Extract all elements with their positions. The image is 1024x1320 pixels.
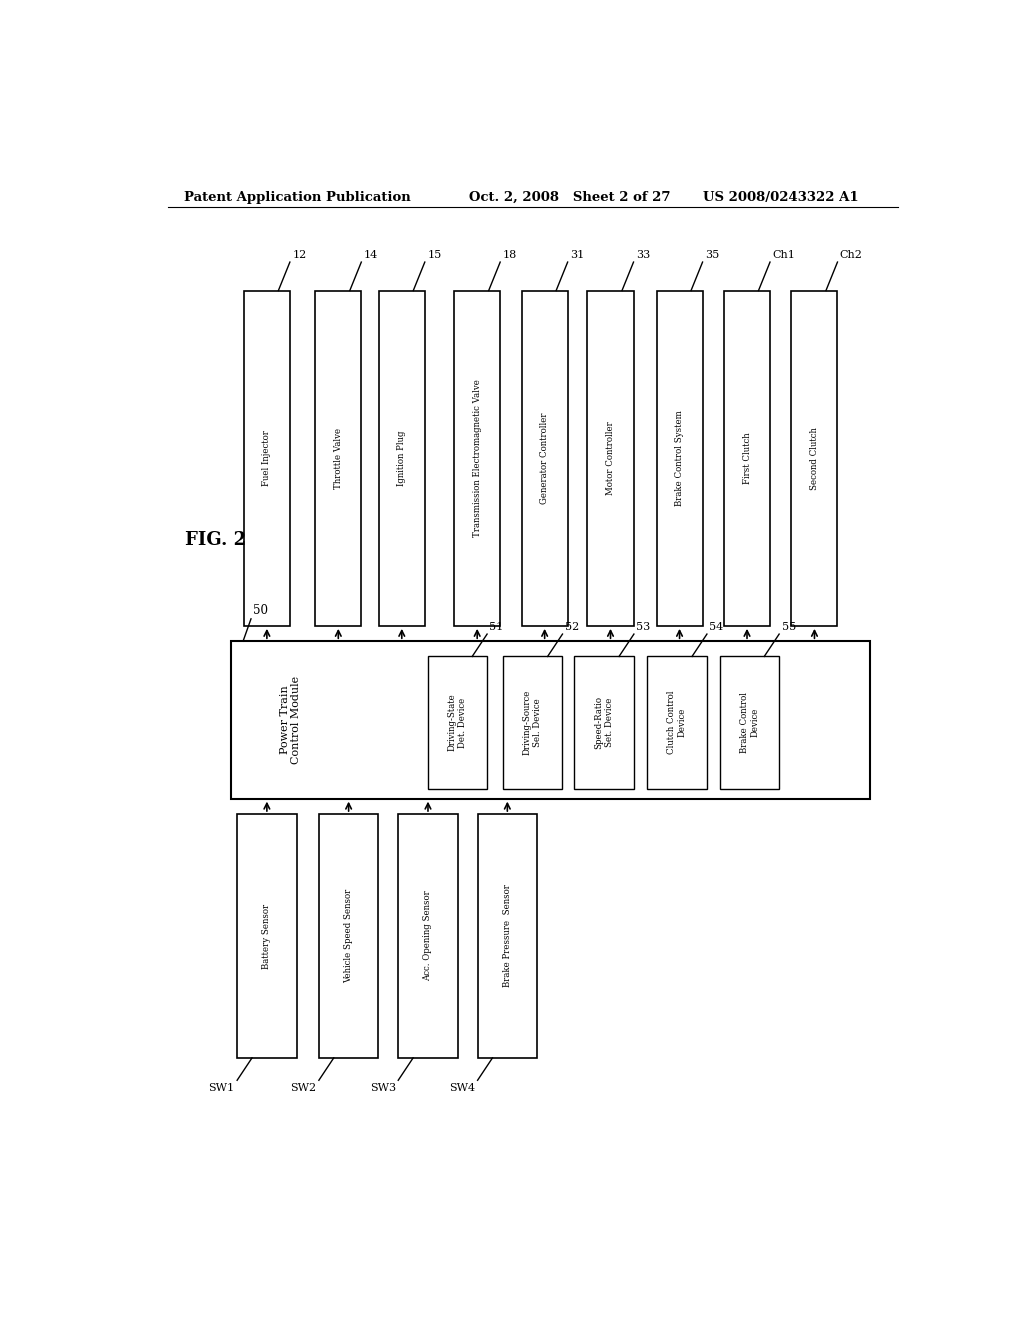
- Bar: [318, 814, 379, 1057]
- Bar: [238, 814, 297, 1057]
- Text: Fuel Injector: Fuel Injector: [262, 430, 271, 486]
- Text: Driving-State
Det. Device: Driving-State Det. Device: [447, 693, 467, 751]
- Text: 52: 52: [565, 622, 580, 632]
- Text: 55: 55: [781, 622, 796, 632]
- Bar: [244, 290, 290, 626]
- Bar: [647, 656, 707, 788]
- Text: 18: 18: [503, 249, 517, 260]
- Text: 31: 31: [570, 249, 585, 260]
- Text: First Clutch: First Clutch: [742, 433, 752, 484]
- Text: SW3: SW3: [370, 1084, 396, 1093]
- Bar: [455, 290, 500, 626]
- Text: Generator Controller: Generator Controller: [540, 412, 549, 504]
- Text: Throttle Valve: Throttle Valve: [334, 428, 343, 488]
- Bar: [398, 814, 458, 1057]
- Text: 53: 53: [636, 622, 650, 632]
- Bar: [588, 290, 634, 626]
- Text: Clutch Control
Device: Clutch Control Device: [668, 690, 687, 754]
- Bar: [231, 642, 870, 799]
- Bar: [315, 290, 361, 626]
- Text: 35: 35: [705, 249, 719, 260]
- Text: Patent Application Publication: Patent Application Publication: [183, 190, 411, 203]
- Text: Acc. Opening Sensor: Acc. Opening Sensor: [424, 891, 432, 981]
- Text: Driving-Source
Sel. Device: Driving-Source Sel. Device: [523, 690, 543, 755]
- Text: Ch2: Ch2: [840, 249, 863, 260]
- Text: SW2: SW2: [291, 1084, 316, 1093]
- Text: Brake Pressure  Sensor: Brake Pressure Sensor: [503, 884, 512, 987]
- Text: 50: 50: [253, 603, 268, 616]
- Bar: [574, 656, 634, 788]
- Bar: [792, 290, 838, 626]
- Bar: [720, 656, 779, 788]
- Text: US 2008/0243322 A1: US 2008/0243322 A1: [703, 190, 859, 203]
- Text: 14: 14: [364, 249, 378, 260]
- Text: Transmission Electromagnetic Valve: Transmission Electromagnetic Valve: [473, 379, 481, 537]
- Bar: [656, 290, 702, 626]
- Text: Brake Control
Device: Brake Control Device: [739, 692, 759, 752]
- Bar: [428, 656, 487, 788]
- Bar: [521, 290, 567, 626]
- Text: 12: 12: [292, 249, 306, 260]
- Text: Brake Control System: Brake Control System: [675, 411, 684, 506]
- Bar: [724, 290, 770, 626]
- Text: Power Train
Control Module: Power Train Control Module: [280, 676, 301, 764]
- Text: 15: 15: [427, 249, 441, 260]
- Text: SW1: SW1: [209, 1084, 234, 1093]
- Text: FIG. 2: FIG. 2: [185, 531, 246, 549]
- Text: Speed-Ratio
Set. Device: Speed-Ratio Set. Device: [595, 696, 613, 748]
- Text: Oct. 2, 2008   Sheet 2 of 27: Oct. 2, 2008 Sheet 2 of 27: [469, 190, 671, 203]
- Text: Second Clutch: Second Clutch: [810, 426, 819, 490]
- Text: 33: 33: [636, 249, 650, 260]
- Bar: [379, 290, 425, 626]
- Text: SW4: SW4: [450, 1084, 475, 1093]
- Text: 51: 51: [489, 622, 504, 632]
- Text: Motor Controller: Motor Controller: [606, 421, 615, 495]
- Text: 54: 54: [710, 622, 724, 632]
- Text: Vehicle Speed Sensor: Vehicle Speed Sensor: [344, 888, 353, 983]
- Text: Battery Sensor: Battery Sensor: [262, 903, 271, 969]
- Text: Ignition Plug: Ignition Plug: [397, 430, 407, 486]
- Bar: [477, 814, 538, 1057]
- Text: Ch1: Ch1: [772, 249, 796, 260]
- Bar: [503, 656, 562, 788]
